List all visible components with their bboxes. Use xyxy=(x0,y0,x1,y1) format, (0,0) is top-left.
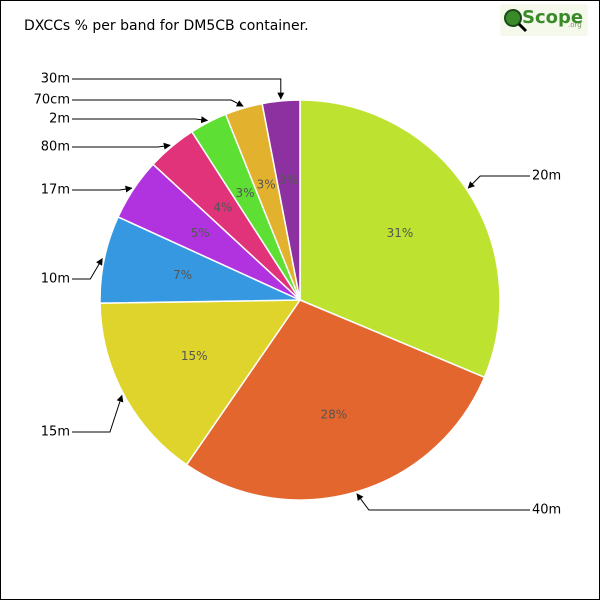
leader-line xyxy=(72,116,209,124)
value-label: 15% xyxy=(181,349,208,363)
category-label: 80m xyxy=(41,140,70,155)
logo-handle xyxy=(517,22,528,33)
logo-suffix: .org xyxy=(568,21,582,29)
category-label: 70cm xyxy=(34,93,70,108)
category-label: 10m xyxy=(41,272,70,287)
value-label: 3% xyxy=(279,173,298,187)
leader-line xyxy=(72,78,285,100)
value-label: 3% xyxy=(257,177,276,191)
value-label: 28% xyxy=(320,408,347,422)
value-label: 5% xyxy=(191,226,210,240)
category-label: 2m xyxy=(49,112,70,127)
category-label: 17m xyxy=(41,183,70,198)
value-label: 4% xyxy=(213,201,232,215)
category-label: 15m xyxy=(41,425,70,440)
pie-slice xyxy=(99,299,302,466)
category-label: 30m xyxy=(41,72,70,87)
pie-slice xyxy=(261,99,301,301)
value-label: 3% xyxy=(235,186,254,200)
leader-line xyxy=(72,185,133,193)
pie-slice xyxy=(299,99,501,379)
category-label: 20m xyxy=(532,169,561,184)
logo-icon xyxy=(504,9,522,27)
logo: Scope .org xyxy=(500,4,588,36)
category-label: 40m xyxy=(532,503,561,518)
leader-line xyxy=(72,258,103,280)
leader-line xyxy=(72,99,244,107)
value-label: 31% xyxy=(387,226,414,240)
value-label: 7% xyxy=(173,268,192,282)
chart-title: DXCCs % per band for DM5CB container. xyxy=(24,18,309,34)
leader-line xyxy=(356,493,530,511)
pie-slice xyxy=(185,299,486,501)
leader-line xyxy=(72,142,171,150)
leader-line xyxy=(72,394,124,433)
leader-line xyxy=(467,175,530,189)
logo-brand: Scope xyxy=(522,7,583,28)
